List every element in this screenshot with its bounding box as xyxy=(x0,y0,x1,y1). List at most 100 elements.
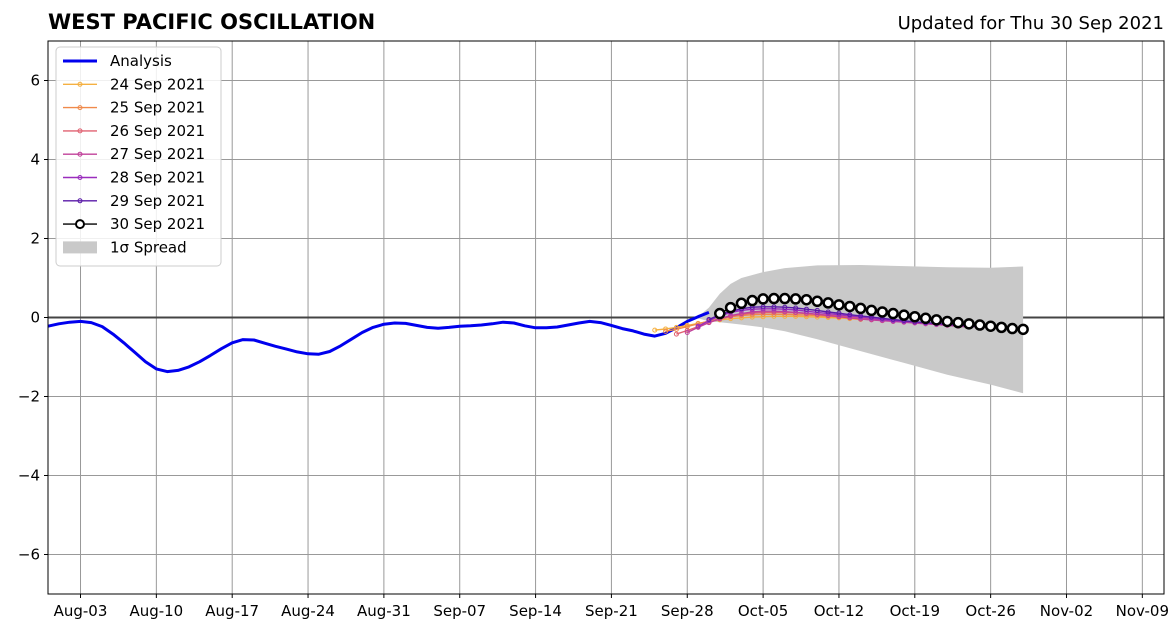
series-point xyxy=(789,293,802,305)
series-point xyxy=(963,318,975,330)
series-point xyxy=(825,309,831,315)
x-axis-ticks: Aug-03 Aug-10 Aug-17 Aug-24 Aug-31 Sep-07 Sep-… xyxy=(54,594,1169,620)
series-point xyxy=(663,328,669,334)
x-tick-label: Sep-07 xyxy=(433,602,486,620)
legend-label-spread: 1σ Spread xyxy=(110,238,187,256)
x-tick-label: Oct-26 xyxy=(965,602,1015,620)
x-tick-label: Nov-09 xyxy=(1116,602,1169,620)
series-point xyxy=(706,316,712,322)
series-point xyxy=(782,304,788,310)
series-point xyxy=(684,330,690,336)
legend-label: 28 Sep 2021 xyxy=(110,169,205,187)
series-point xyxy=(768,292,780,305)
spread-area xyxy=(698,265,1024,394)
series-point xyxy=(822,297,834,309)
series-point xyxy=(941,315,954,328)
series-point xyxy=(995,321,1008,334)
x-tick-label: Aug-03 xyxy=(54,602,108,620)
legend-marker xyxy=(77,81,83,87)
legend-marker xyxy=(77,105,83,111)
series-point xyxy=(652,327,658,333)
series-point xyxy=(887,307,899,320)
series-point xyxy=(919,312,932,325)
series-point xyxy=(771,304,777,310)
series-point xyxy=(684,328,690,334)
x-tick-label: Oct-19 xyxy=(890,602,940,620)
series-point xyxy=(854,302,867,315)
legend-label: 27 Sep 2021 xyxy=(110,145,205,163)
series-point xyxy=(974,319,986,331)
legend-marker xyxy=(77,198,83,204)
chart-subtitle: Updated for Thu 30 Sep 2021 xyxy=(898,13,1164,34)
series-point xyxy=(746,294,759,307)
y-tick-label: 4 xyxy=(30,151,40,169)
series-point xyxy=(847,312,853,318)
series-point xyxy=(793,305,799,311)
series-point xyxy=(724,301,737,314)
y-tick-label: −4 xyxy=(18,467,40,485)
x-tick-label: Oct-05 xyxy=(738,602,788,620)
series-point xyxy=(930,314,943,326)
series-lines xyxy=(47,292,1029,374)
series-point xyxy=(779,292,791,305)
legend-entries: Analysis 24 Sep 2021 25 Sep 2021 26 Sep 202… xyxy=(63,52,205,256)
x-tick-label: Sep-14 xyxy=(509,602,562,620)
spread-band xyxy=(698,265,1024,394)
legend-box xyxy=(55,46,222,267)
series-point xyxy=(757,293,769,305)
x-tick-label: Aug-17 xyxy=(205,602,259,620)
legend-label: 26 Sep 2021 xyxy=(110,122,205,140)
series-point xyxy=(714,307,726,320)
series-line-analysis xyxy=(47,311,710,374)
y-tick-label: −6 xyxy=(18,546,40,564)
y-axis-ticks: 6 4 2 0 −2 −4 −6 xyxy=(18,72,48,564)
x-tick-label: Aug-24 xyxy=(281,602,335,620)
series-30-sep-2021 xyxy=(714,292,1029,336)
chart-title: WEST PACIFIC OSCILLATION xyxy=(48,10,375,34)
series-point xyxy=(952,316,964,329)
legend-label: Analysis xyxy=(110,52,172,70)
series-point xyxy=(1017,323,1029,336)
y-tick-label: 6 xyxy=(30,72,40,90)
x-tick-label: Nov-02 xyxy=(1040,602,1093,620)
legend-swatch-spread xyxy=(63,241,97,254)
x-tick-label: Sep-21 xyxy=(585,602,638,620)
legend-label: 25 Sep 2021 xyxy=(110,99,205,117)
series-point xyxy=(735,297,748,310)
series-point xyxy=(833,299,845,311)
series-point xyxy=(984,320,997,332)
series-point xyxy=(836,310,842,316)
series-point xyxy=(1006,322,1019,335)
series-point xyxy=(738,311,744,317)
series-point xyxy=(673,331,679,337)
series-point xyxy=(673,326,679,332)
series-point xyxy=(695,323,701,329)
series-point xyxy=(814,307,820,313)
legend: Analysis 24 Sep 2021 25 Sep 2021 26 Sep 202… xyxy=(55,46,222,267)
legend-label: 24 Sep 2021 xyxy=(110,75,205,93)
x-tick-label: Aug-10 xyxy=(129,602,183,620)
series-point xyxy=(749,309,755,315)
y-tick-label: 0 xyxy=(30,309,40,327)
series-point xyxy=(760,304,766,310)
series-point xyxy=(865,304,878,317)
series-point xyxy=(844,300,856,313)
legend-label: 29 Sep 2021 xyxy=(110,192,205,210)
series-point xyxy=(800,293,813,306)
series-point xyxy=(876,306,889,318)
x-tick-label: Oct-12 xyxy=(814,602,864,620)
series-point xyxy=(811,295,824,308)
y-tick-label: −2 xyxy=(18,388,40,406)
legend-marker xyxy=(77,175,83,180)
legend-marker xyxy=(75,219,85,230)
x-tick-label: Sep-28 xyxy=(661,602,714,620)
x-tick-label: Aug-31 xyxy=(357,602,411,620)
series-point xyxy=(898,309,910,321)
series-point xyxy=(909,310,921,323)
legend-marker xyxy=(77,151,83,157)
series-point xyxy=(803,306,809,312)
legend-label: 30 Sep 2021 xyxy=(110,215,205,233)
legend-marker xyxy=(77,128,83,134)
y-tick-label: 2 xyxy=(30,230,40,248)
